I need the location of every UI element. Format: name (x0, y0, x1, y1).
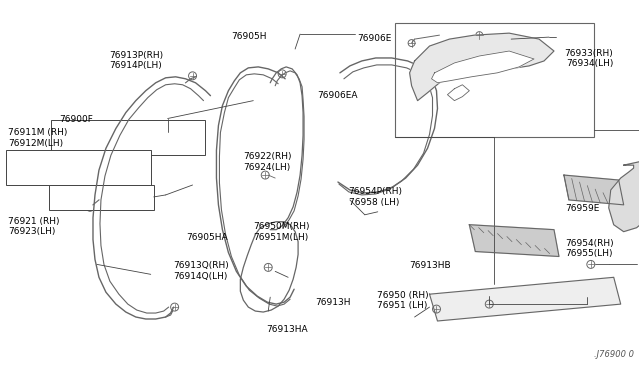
Text: 76900F: 76900F (59, 115, 93, 124)
Text: 76913HA: 76913HA (266, 326, 307, 334)
Text: 76921 (RH)
76923(LH): 76921 (RH) 76923(LH) (8, 217, 60, 236)
Text: 76922(RH)
76924(LH): 76922(RH) 76924(LH) (244, 152, 292, 172)
Polygon shape (429, 277, 621, 321)
Polygon shape (609, 160, 640, 232)
Text: 76959E: 76959E (565, 203, 600, 213)
Text: 76933(RH)
76934(LH): 76933(RH) 76934(LH) (564, 49, 613, 68)
Text: 76950M(RH)
76951M(LH): 76950M(RH) 76951M(LH) (253, 222, 310, 242)
Text: 76913H: 76913H (315, 298, 351, 307)
Polygon shape (564, 175, 623, 205)
Text: 76905HA: 76905HA (186, 233, 228, 242)
Polygon shape (431, 51, 534, 83)
Text: 76906E: 76906E (357, 34, 391, 43)
Text: 76954(RH)
76955(LH): 76954(RH) 76955(LH) (565, 239, 614, 259)
Text: 76954P(RH)
76958 (LH): 76954P(RH) 76958 (LH) (349, 187, 403, 207)
Text: 76913P(RH)
76914P(LH): 76913P(RH) 76914P(LH) (109, 51, 164, 70)
Polygon shape (410, 33, 554, 101)
Text: .J76900 0: .J76900 0 (594, 350, 634, 359)
Bar (51, 121, 205, 155)
Text: 76911M (RH)
76912M(LH): 76911M (RH) 76912M(LH) (8, 128, 67, 148)
Bar (6, 150, 151, 185)
Text: 76905H: 76905H (231, 32, 266, 41)
Bar (49, 185, 154, 210)
Text: 76950 (RH)
76951 (LH): 76950 (RH) 76951 (LH) (378, 291, 429, 310)
Bar (395, 23, 594, 137)
Text: 76913HB: 76913HB (409, 261, 451, 270)
Text: 76906EA: 76906EA (317, 91, 357, 100)
Text: 76913Q(RH)
76914Q(LH): 76913Q(RH) 76914Q(LH) (173, 261, 229, 280)
Polygon shape (469, 225, 559, 256)
